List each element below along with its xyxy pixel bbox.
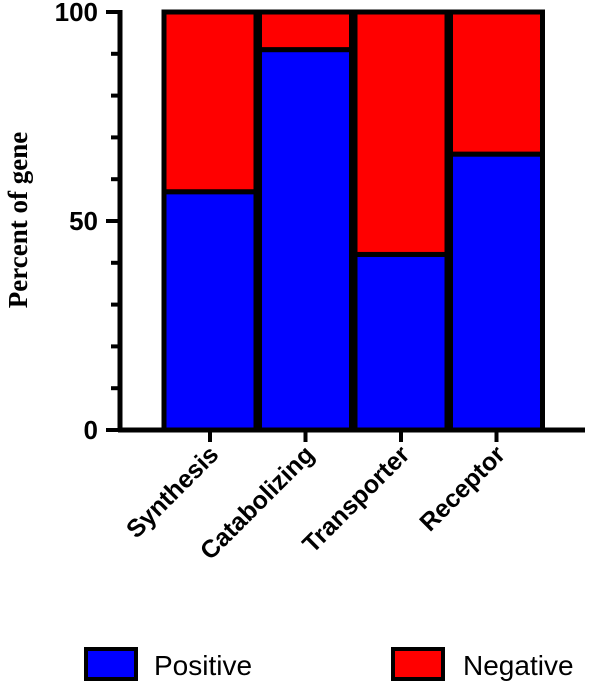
legend-swatch-positive xyxy=(84,647,138,681)
bar-negative-transporter xyxy=(352,9,450,257)
legend-label-positive: Positive xyxy=(154,650,252,681)
x-tick-label: Synthesis xyxy=(121,440,224,543)
bar-negative-synthesis xyxy=(161,9,259,195)
y-tick-label: 100 xyxy=(55,0,98,27)
bar-negative-catabolizing xyxy=(257,9,354,53)
bar-positive-transporter xyxy=(352,251,450,433)
bar-negative-receptor xyxy=(448,9,545,157)
legend-label-negative: Negative xyxy=(463,650,574,681)
bar-positive-receptor xyxy=(448,151,545,433)
bar-positive-synthesis xyxy=(161,189,259,433)
bar-positive-catabolizing xyxy=(257,47,354,433)
x-tick-label: Receptor xyxy=(414,440,511,537)
legend: Positive Negative xyxy=(84,647,574,681)
y-tick-label: 50 xyxy=(69,206,98,236)
legend-swatch-negative xyxy=(391,647,445,681)
bars-group xyxy=(161,9,545,433)
y-tick-label: 0 xyxy=(84,415,98,445)
y-axis-label: Percent of gene xyxy=(3,132,33,308)
